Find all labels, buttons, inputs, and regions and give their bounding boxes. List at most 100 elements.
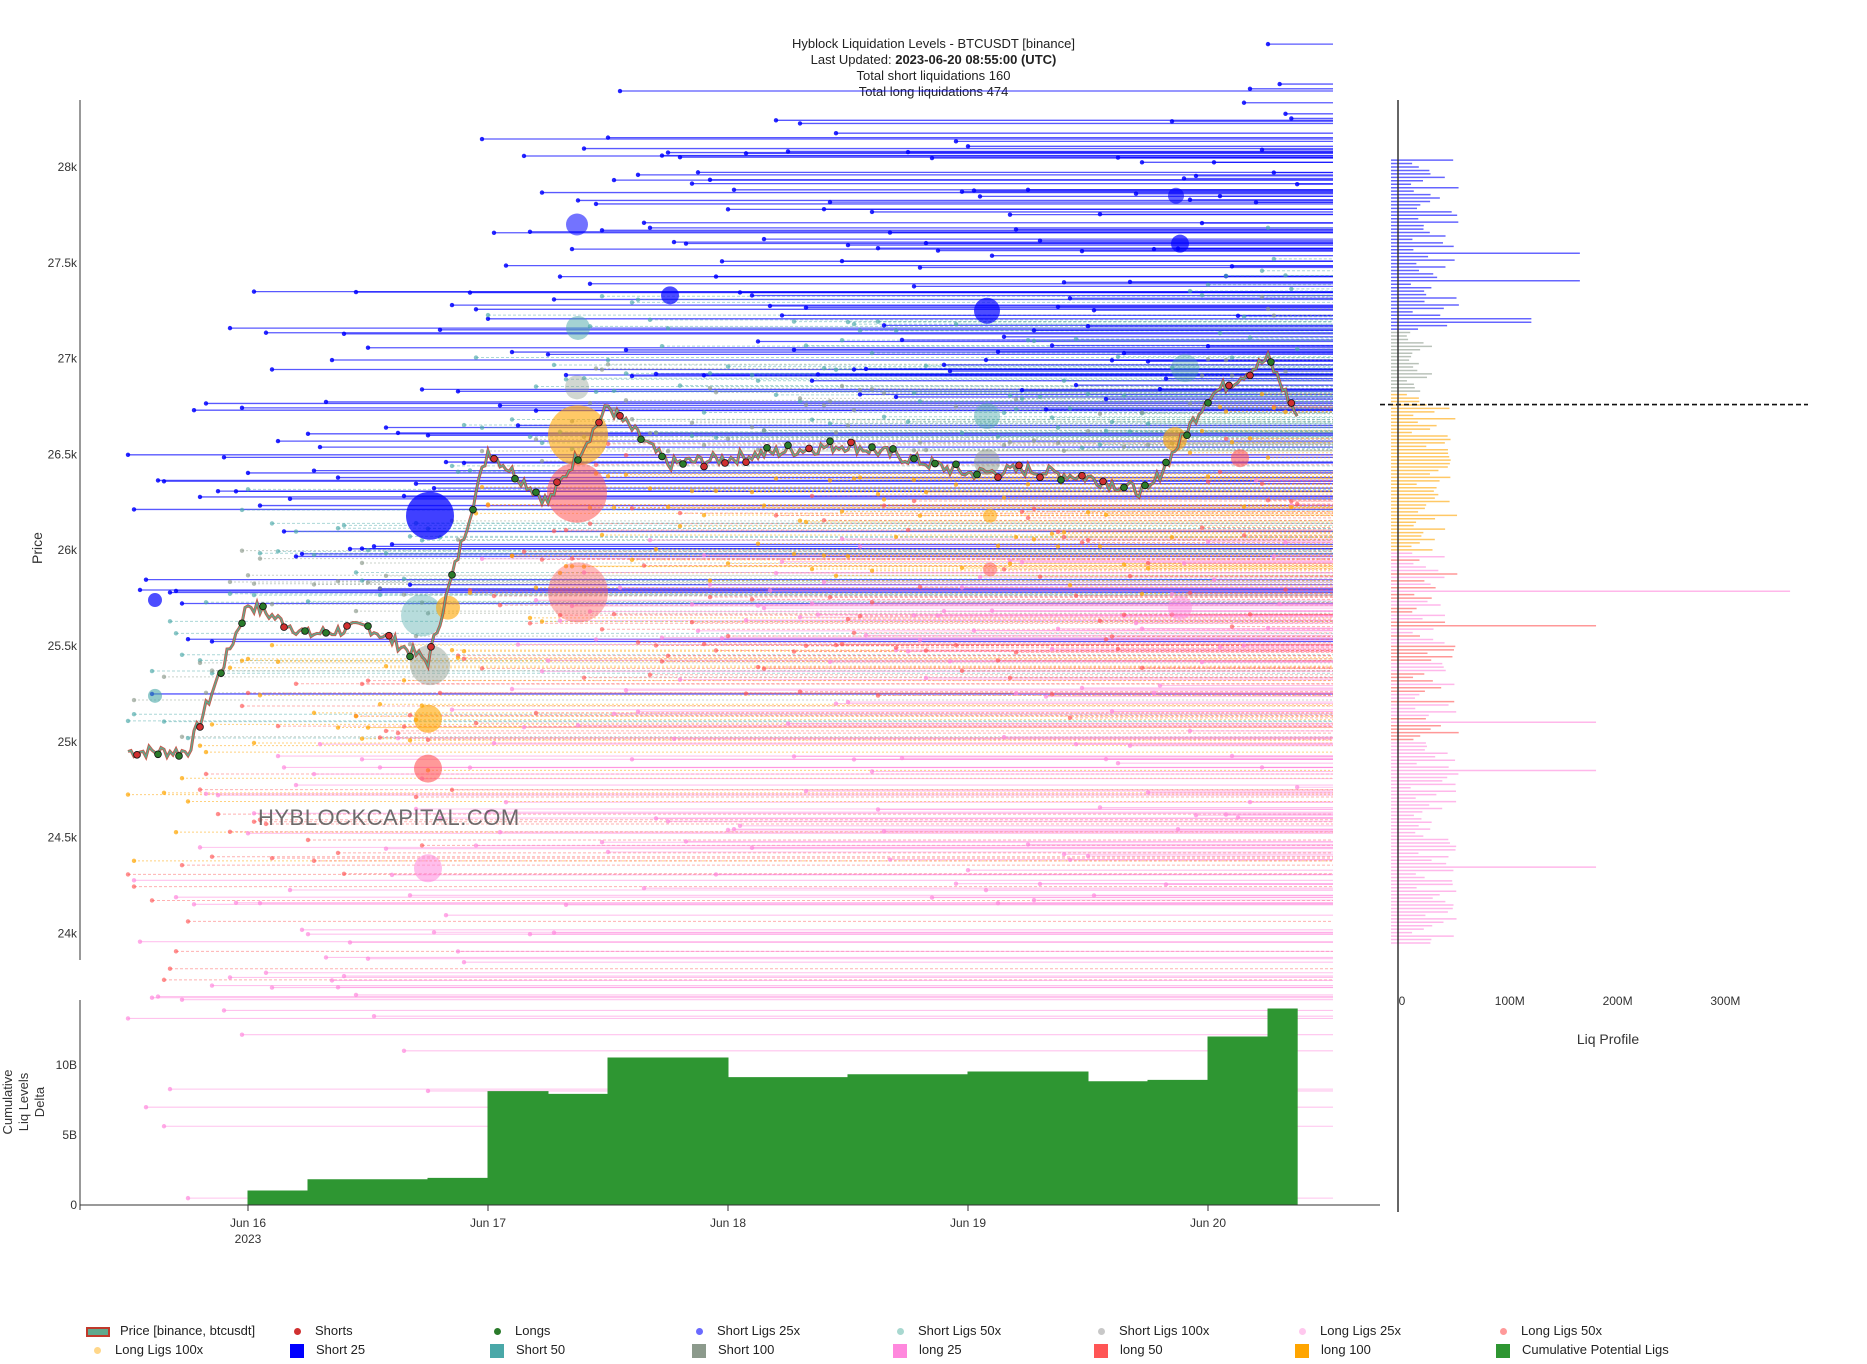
legend-item[interactable]: Long Ligs 50x	[1492, 1322, 1602, 1340]
level-start-dot	[1241, 100, 1247, 105]
liquidation-chart[interactable]: 24k 24.5k 25k 25.5k 26k 26.5k 27k 27.5k 28k 0 5B 10…	[0, 0, 1867, 1320]
level-start-dot	[1007, 561, 1013, 566]
level-start-dot	[1265, 306, 1271, 312]
level-start-dot	[497, 829, 503, 835]
level-start-dot	[1073, 382, 1079, 388]
legend-label: Longs	[515, 1323, 551, 1338]
level-start-dot	[695, 628, 701, 633]
level-start-dot	[881, 323, 887, 328]
level-start-dot	[257, 556, 263, 561]
level-start-dot	[1175, 827, 1181, 832]
level-start-dot	[389, 542, 395, 547]
legend-item[interactable]: Short 25	[286, 1341, 365, 1359]
level-start-dot	[1067, 857, 1073, 863]
level-start-dot	[1037, 238, 1043, 243]
level-start-dot	[413, 806, 419, 812]
level-start-dot	[761, 605, 767, 611]
level-start-dot	[347, 940, 353, 945]
level-start-dot	[473, 355, 479, 360]
legend-item[interactable]: Short 50	[486, 1341, 565, 1359]
level-start-dot	[815, 612, 821, 617]
level-start-dot	[1169, 535, 1175, 540]
level-start-dot	[1193, 812, 1199, 818]
level-start-dot	[521, 153, 527, 159]
level-start-dot	[1109, 634, 1115, 639]
legend-item[interactable]: Short Ligs 25x	[688, 1322, 800, 1340]
level-start-dot	[1277, 601, 1282, 607]
level-start-dot	[1061, 378, 1067, 383]
legend-item[interactable]: long 50	[1090, 1341, 1163, 1359]
level-start-dot	[1085, 537, 1091, 543]
level-start-dot	[869, 209, 875, 215]
level-start-dot	[1247, 436, 1253, 441]
level-start-dot	[761, 428, 767, 433]
level-start-dot	[587, 400, 593, 406]
legend-swatch	[294, 1328, 301, 1336]
level-start-dot	[1223, 409, 1229, 414]
level-start-dot	[215, 811, 221, 817]
long-marker	[763, 443, 771, 452]
level-start-dot	[365, 678, 371, 683]
level-start-dot	[659, 659, 665, 664]
level-start-dot	[1091, 308, 1097, 313]
level-start-dot	[1211, 577, 1217, 582]
level-start-dot	[227, 665, 233, 670]
price-tick-label: 25.5k	[48, 639, 78, 653]
level-start-dot	[839, 337, 845, 343]
level-start-dot	[455, 389, 461, 394]
level-start-dot	[1127, 573, 1133, 579]
level-start-dot	[1199, 428, 1205, 434]
legend-item[interactable]: Longs	[486, 1322, 550, 1340]
level-start-dot	[965, 867, 971, 873]
legend-item[interactable]: Long Ligs 25x	[1291, 1322, 1401, 1340]
legend-item[interactable]: Short Ligs 100x	[1090, 1322, 1209, 1340]
level-start-dot	[689, 420, 695, 425]
legend-item[interactable]: long 25	[889, 1341, 962, 1359]
level-start-dot	[245, 487, 251, 492]
level-start-dot	[275, 438, 281, 444]
legend-item[interactable]: Cumulative Potential Ligs	[1492, 1341, 1669, 1359]
level-start-dot	[875, 807, 881, 812]
level-start-dot	[809, 601, 815, 606]
level-start-dot	[845, 242, 851, 248]
level-start-dot	[479, 136, 485, 142]
level-start-dot	[1085, 510, 1091, 515]
level-start-dot	[989, 608, 995, 613]
level-start-dot	[185, 637, 191, 642]
legend-item[interactable]: Short Ligs 50x	[889, 1322, 1001, 1340]
level-start-dot	[1259, 268, 1265, 273]
level-start-dot	[881, 391, 887, 396]
level-start-dot	[305, 931, 311, 937]
legend-item[interactable]: Shorts	[286, 1322, 353, 1340]
level-start-dot	[1145, 790, 1151, 795]
level-start-dot	[1229, 440, 1235, 445]
level-start-dot	[491, 593, 497, 599]
level-start-dot	[737, 290, 743, 295]
level-start-dot	[1073, 593, 1079, 598]
level-start-dot	[527, 621, 533, 626]
level-start-dot	[845, 554, 851, 559]
legend-item[interactable]: Long Ligs 100x	[86, 1341, 203, 1359]
level-start-dot	[401, 1048, 407, 1053]
level-start-dot	[593, 366, 599, 371]
level-start-dot	[203, 771, 209, 777]
legend-item[interactable]: long 100	[1291, 1341, 1371, 1359]
level-start-dot	[449, 647, 455, 653]
level-start-dot	[377, 592, 383, 598]
liquidation-bubble	[406, 491, 454, 540]
delta-axis-title: Cumulative	[0, 1069, 15, 1134]
level-start-dot	[179, 862, 185, 868]
level-start-dot	[1187, 728, 1193, 734]
level-start-dot	[545, 352, 551, 357]
legend-item[interactable]: Short 100	[688, 1341, 774, 1359]
level-start-dot	[749, 845, 755, 851]
level-start-dot	[161, 977, 167, 983]
level-start-dot	[1247, 612, 1253, 617]
legend-item[interactable]: Price [binance, btcusdt]	[86, 1322, 255, 1340]
level-start-dot	[1025, 842, 1031, 847]
level-start-dot	[383, 551, 389, 556]
level-start-dot	[1265, 41, 1271, 47]
level-start-dot	[497, 602, 503, 608]
level-start-dot	[1151, 690, 1157, 696]
level-start-dot	[395, 430, 401, 436]
